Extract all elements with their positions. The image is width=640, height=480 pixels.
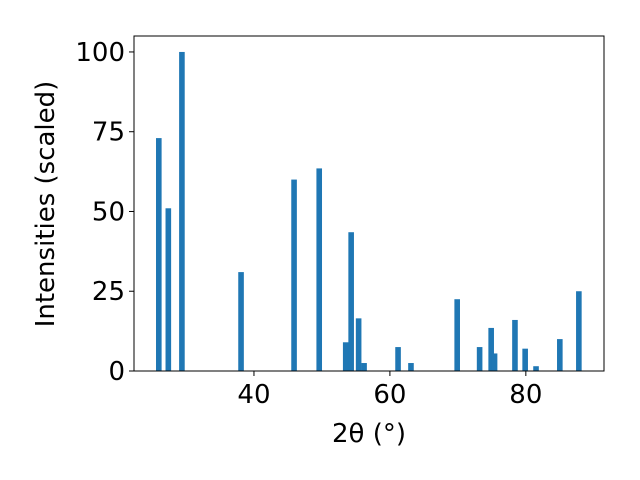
y-tick-label: 75 — [92, 118, 125, 148]
bar — [522, 348, 528, 371]
x-axis-label: 2θ (°) — [332, 419, 406, 449]
bar — [342, 342, 349, 371]
bar — [179, 51, 185, 371]
bar — [576, 291, 582, 371]
bar — [348, 232, 354, 371]
bar — [361, 363, 367, 371]
bar — [156, 138, 162, 371]
bar — [408, 363, 414, 371]
bar — [454, 299, 460, 371]
bar — [291, 179, 297, 371]
bar — [476, 347, 483, 371]
bar — [165, 208, 172, 371]
y-tick-label: 25 — [92, 277, 125, 307]
y-axis-label: Intensities (scaled) — [31, 81, 61, 328]
x-tick-label: 80 — [509, 380, 542, 410]
x-tick-label: 60 — [373, 380, 406, 410]
bar — [355, 318, 362, 371]
bar — [488, 327, 494, 371]
y-tick-label: 50 — [92, 197, 125, 227]
y-tick-label: 100 — [75, 38, 125, 68]
bar — [491, 353, 498, 371]
bar — [512, 319, 518, 371]
bar — [533, 366, 539, 371]
bar — [316, 168, 323, 371]
x-tick-label: 40 — [237, 380, 270, 410]
plot-frame — [133, 35, 605, 372]
bar — [557, 339, 563, 371]
bar — [395, 347, 401, 371]
y-tick-label: 0 — [108, 357, 125, 387]
bar — [238, 272, 244, 371]
